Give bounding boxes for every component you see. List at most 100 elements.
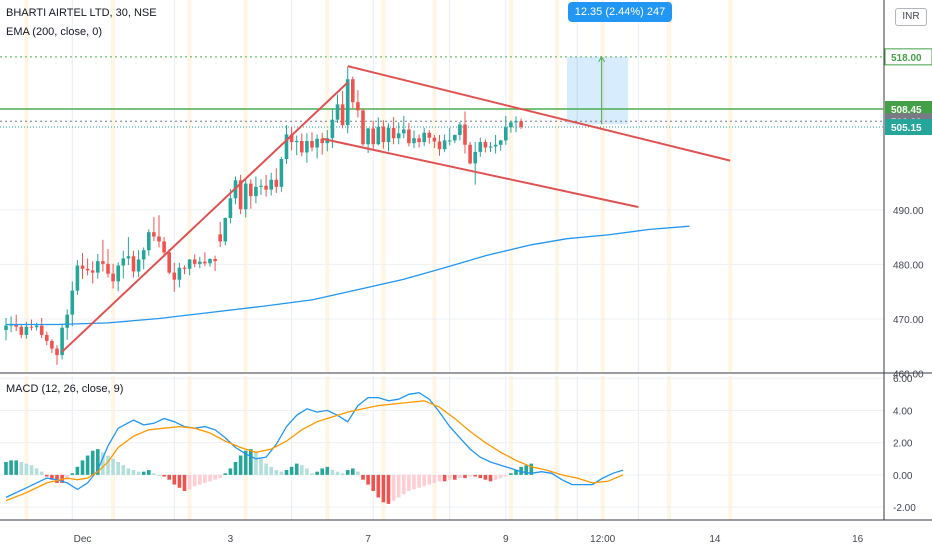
candle-body-82	[422, 132, 426, 143]
session-highlight-10	[667, 0, 671, 520]
macd-histogram-bar-15	[80, 460, 85, 475]
candle-body-91	[468, 144, 472, 164]
candle-body-81	[417, 138, 421, 143]
macd-histogram-bar-51	[264, 463, 268, 475]
candle-body-4	[24, 326, 29, 335]
macd-line	[5, 392, 624, 498]
candle-body-19	[101, 261, 105, 264]
price-tag-label-0: 518.00	[891, 53, 922, 64]
trendline-1	[347, 65, 731, 162]
candle-body-15	[80, 265, 85, 269]
chart-symbol-title: BHARTI AIRTEL LTD, 30, NSE	[6, 7, 157, 19]
candle-body-28	[147, 232, 151, 251]
measure-box	[567, 56, 629, 125]
macd-histogram-bar-23	[121, 465, 126, 475]
macd-indicator-label[interactable]: MACD (12, 26, close, 9)	[6, 383, 124, 395]
candle-body-12	[65, 314, 69, 328]
candle-body-87	[447, 140, 452, 142]
candle-body-55	[284, 134, 289, 159]
candle-body-41	[213, 258, 217, 262]
macd-histogram-bar-97	[498, 474, 503, 479]
candle-body-92	[473, 151, 477, 164]
macd-histogram-bar-100	[514, 470, 518, 475]
macd-histogram-bar-98	[504, 474, 508, 477]
macd-histogram-bar-69	[356, 471, 360, 475]
macd-histogram-bar-25	[131, 470, 136, 475]
price-tick-label-0: 460.00	[893, 370, 924, 381]
candle-body-84	[432, 137, 437, 142]
candle-body-34	[177, 267, 182, 280]
currency-badge[interactable]: INR	[895, 8, 927, 26]
macd-histogram-bar-88	[453, 474, 457, 480]
candle-body-10	[55, 348, 59, 356]
macd-histogram-bar-24	[126, 468, 131, 475]
x-tick-label-5: 14	[709, 534, 721, 545]
macd-histogram-bar-99	[509, 473, 513, 475]
session-highlight-0	[24, 0, 29, 520]
macd-histogram-bar-82	[422, 474, 426, 487]
macd-histogram-bar-13	[70, 473, 75, 475]
macd-histogram-bar-1	[9, 460, 13, 475]
macd-histogram-bar-21	[111, 458, 115, 475]
macd-histogram-bar-8	[45, 474, 49, 477]
x-tick-label-4: 12:00	[590, 534, 615, 545]
trendline-0	[61, 81, 349, 353]
candle-body-46	[238, 180, 243, 210]
macd-histogram-bar-7	[39, 471, 44, 475]
candle-body-29	[152, 232, 156, 237]
macd-histogram-bar-16	[85, 455, 90, 475]
macd-histogram-bar-79	[407, 474, 411, 491]
macd-tick-label-4: -2.00	[893, 503, 916, 514]
macd-histogram-bar-5	[29, 465, 34, 475]
macd-histogram-bar-31	[162, 474, 166, 477]
session-highlight-4	[325, 0, 330, 520]
candle-body-7	[39, 325, 44, 335]
candle-body-73	[376, 126, 381, 145]
candle-body-26	[136, 259, 141, 272]
macd-histogram-bar-44	[228, 468, 233, 475]
macd-histogram-bar-72	[371, 474, 375, 491]
price-tick-label-1: 470.00	[893, 315, 924, 326]
macd-histogram-bar-18	[96, 449, 100, 475]
candle-body-66	[340, 104, 345, 126]
macd-histogram-bar-60	[310, 473, 314, 475]
candle-body-22	[116, 265, 120, 282]
macd-histogram-bar-2	[14, 460, 18, 475]
macd-histogram-bar-38	[198, 474, 202, 485]
macd-histogram-bar-0	[4, 461, 8, 475]
session-highlight-1	[111, 0, 116, 520]
ema-indicator-label[interactable]: EMA (200, close, 0)	[6, 26, 102, 38]
x-tick-label-1: 3	[228, 534, 234, 545]
candle-body-49	[254, 186, 258, 197]
macd-histogram-bar-36	[187, 474, 192, 490]
macd-histogram-bar-71	[366, 474, 370, 485]
candle-body-13	[70, 290, 75, 315]
macd-histogram-bar-26	[136, 471, 141, 475]
macd-histogram-bar-95	[488, 474, 493, 482]
macd-histogram-bar-90	[463, 474, 467, 479]
candle-body-72	[371, 128, 375, 145]
candle-body-39	[203, 261, 207, 264]
macd-histogram-bar-70	[361, 474, 365, 480]
candle-body-56	[289, 134, 294, 143]
x-tick-label-2: 7	[365, 534, 371, 545]
macd-histogram-bar-63	[325, 466, 330, 475]
macd-histogram-bar-48	[249, 449, 253, 475]
candle-body-40	[208, 258, 212, 264]
candle-body-71	[366, 128, 370, 145]
candle-body-48	[249, 183, 253, 197]
candle-body-64	[330, 119, 335, 139]
candle-body-16	[85, 268, 90, 271]
macd-tick-label-0: 6.00	[893, 374, 913, 385]
signal-line	[5, 400, 624, 502]
macd-histogram-bar-59	[305, 468, 309, 475]
macd-histogram-bar-56	[289, 466, 294, 475]
candle-body-52	[269, 179, 273, 190]
macd-tick-label-2: 2.00	[893, 439, 913, 450]
macd-histogram-bar-52	[269, 466, 273, 475]
macd-histogram-bar-67	[345, 470, 350, 475]
price-tag-label-1: 508.45	[891, 105, 922, 116]
macd-histogram-bar-22	[116, 461, 120, 475]
